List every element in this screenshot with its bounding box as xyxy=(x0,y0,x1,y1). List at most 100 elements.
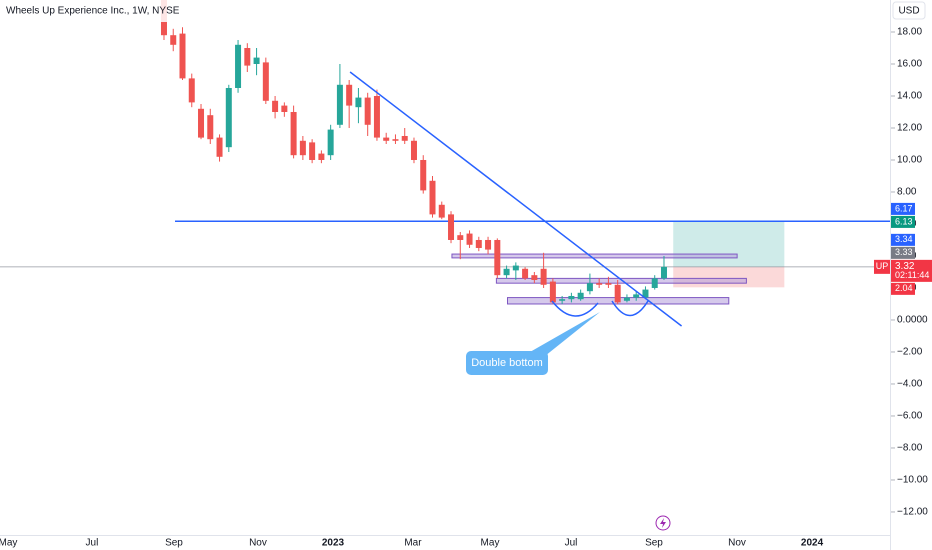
y-tick-label: 8.00 xyxy=(897,187,917,198)
candle-body xyxy=(503,268,510,276)
candle-body xyxy=(642,289,649,298)
candle-body xyxy=(549,281,556,303)
candle-body xyxy=(494,239,501,276)
plot-area: Double bottom xyxy=(0,0,890,375)
y-tick-label: −8.00 xyxy=(897,443,923,454)
candle-body xyxy=(327,129,334,156)
candle-body xyxy=(522,268,529,279)
x-tick-label: 2024 xyxy=(801,538,824,549)
support-zone xyxy=(451,253,738,259)
bottom-arc xyxy=(551,300,599,317)
y-tick-label: −2.00 xyxy=(897,347,923,358)
candle-body xyxy=(309,142,316,160)
symbol-label: UP xyxy=(876,261,889,271)
candle-body xyxy=(568,295,575,300)
candle-body xyxy=(475,239,482,248)
title-backdrop xyxy=(0,0,260,22)
x-tick-label: Mar xyxy=(404,538,422,549)
last-price-label: 3.32 xyxy=(895,261,915,272)
currency-button[interactable] xyxy=(892,1,926,20)
candle-body xyxy=(596,283,603,285)
y-tick-label: 18.00 xyxy=(897,27,922,38)
chart-title: Wheels Up Experience Inc., 1W, NYSE xyxy=(6,6,180,17)
x-tick-label: Sep xyxy=(645,538,663,549)
x-tick-label: May xyxy=(0,538,17,549)
candle-body xyxy=(253,57,260,64)
candle-body xyxy=(198,108,205,138)
x-tick-label: Nov xyxy=(249,538,267,549)
bottom-arc xyxy=(611,300,649,317)
event-icon[interactable] xyxy=(655,515,671,531)
candle-body xyxy=(577,292,584,300)
candle-body xyxy=(586,283,593,292)
y-tick-label: −6.00 xyxy=(897,411,923,422)
profit-zone xyxy=(673,221,785,267)
price-label-box xyxy=(891,246,915,259)
y-tick-label: 10.00 xyxy=(897,155,922,166)
candle-body xyxy=(336,84,343,125)
candle-body xyxy=(420,159,427,191)
callout-text: Double bottom xyxy=(471,357,543,369)
y-tick-label: 12.00 xyxy=(897,123,922,134)
candle-body xyxy=(170,35,177,45)
candle-body xyxy=(216,137,223,157)
candle-body xyxy=(457,235,464,240)
y-tick-label: −10.00 xyxy=(897,475,928,486)
x-tick-label: Sep xyxy=(165,538,183,549)
candle-body xyxy=(429,180,436,215)
candle-body xyxy=(438,204,445,218)
x-tick-label: 2023 xyxy=(322,538,345,549)
candle-body xyxy=(605,283,612,285)
candle-body xyxy=(614,284,621,303)
candle-body xyxy=(299,140,306,156)
last-price-box xyxy=(891,259,932,282)
price-label: 3.33 xyxy=(895,247,913,257)
candle-body xyxy=(281,105,288,112)
candle-body xyxy=(559,299,566,301)
candle-body xyxy=(401,135,408,141)
currency-label: USD xyxy=(898,6,919,17)
candle-body xyxy=(485,239,492,250)
price-axis: 18.0016.0014.0012.0010.008.006.004.002.0… xyxy=(874,27,932,518)
trendline xyxy=(349,71,683,327)
price-label-box xyxy=(891,215,915,228)
candle-body xyxy=(244,47,251,66)
price-label: 2.04 xyxy=(895,283,913,293)
candle-body xyxy=(318,153,325,160)
candle-body xyxy=(364,97,371,125)
candle-body xyxy=(235,44,242,88)
candle-body xyxy=(392,139,399,141)
candle-body xyxy=(660,266,667,279)
loss-zone xyxy=(673,266,785,288)
y-tick-label: −12.00 xyxy=(897,507,928,518)
symbol-tag xyxy=(874,259,890,274)
x-tick-label: May xyxy=(481,538,500,549)
callout-box xyxy=(466,351,548,375)
candle-body xyxy=(179,33,186,79)
candle-body xyxy=(633,294,640,298)
candle-body xyxy=(540,268,547,285)
candle-body xyxy=(188,78,195,103)
candle-body xyxy=(207,115,214,140)
countdown-label: 02:11:44 xyxy=(895,270,929,280)
event-icon-bolt xyxy=(660,518,666,528)
y-tick-label: 16.00 xyxy=(897,59,922,70)
candle-body xyxy=(623,297,630,301)
candle-body xyxy=(383,137,390,141)
y-tick-label: 0.0000 xyxy=(897,315,928,326)
price-label: 6.13 xyxy=(895,216,913,226)
price-label: 3.34 xyxy=(895,234,913,244)
x-tick-label: Nov xyxy=(728,538,746,549)
candle-body xyxy=(373,95,380,138)
y-tick-label: −4.00 xyxy=(897,379,923,390)
candle-body xyxy=(355,97,362,108)
y-tick-label: 14.00 xyxy=(897,91,922,102)
price-label-box xyxy=(891,202,915,215)
x-tick-label: Jul xyxy=(565,538,578,549)
candle-body xyxy=(410,140,417,160)
candle-body xyxy=(272,100,279,112)
candle-body xyxy=(225,87,232,148)
candle-body xyxy=(466,233,473,245)
